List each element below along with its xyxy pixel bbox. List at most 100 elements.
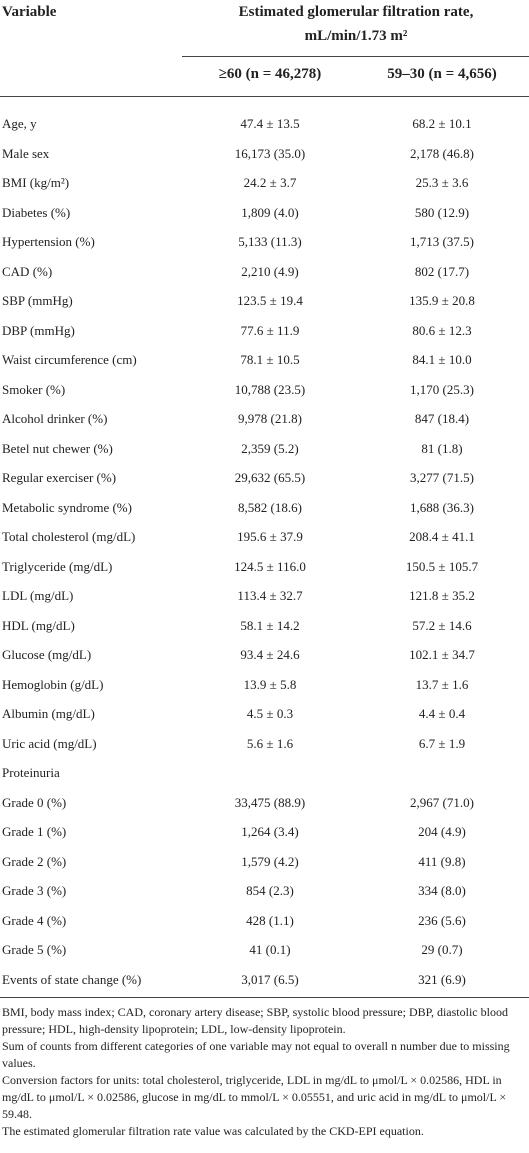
cell-value: 321 (6.9) (418, 971, 466, 987)
cell-value: 2,967 (71.0) (410, 794, 474, 810)
rule (182, 56, 529, 57)
cell-value: 411 (9.8) (418, 853, 466, 869)
cell-value: 10,788 (23.5) (234, 381, 306, 397)
cell-value: 47.4 ± 13.5 (240, 116, 300, 131)
cell-value: 29,632 (65.5) (234, 470, 306, 485)
row-label: Hemoglobin (g/dL) (2, 676, 104, 692)
cell-value: 3,277 (71.5) (410, 470, 474, 485)
cell-value: 78.1 ± 10.5 (240, 352, 300, 367)
cell-value: 4.5 ± 0.3 (246, 706, 294, 721)
cell-value: 135.9 ± 20.8 (409, 293, 475, 308)
cell-value: 77.6 ± 11.9 (240, 322, 300, 338)
footnote: The estimated glomerular filtration rate… (2, 1124, 424, 1138)
row-label: Grade 1 (%) (2, 824, 67, 839)
footnote: Sum of counts from different categories … (2, 1039, 510, 1070)
cell-value: 13.9 ± 5.8 (243, 676, 297, 692)
cell-value: 121.8 ± 35.2 (409, 588, 475, 603)
cell-value: 124.5 ± 116.0 (234, 558, 306, 574)
row-label: DBP (mmHg) (2, 322, 75, 338)
rule (0, 997, 529, 998)
row-label: Proteinuria (2, 765, 60, 780)
row-label: BMI (kg/m²) (2, 175, 70, 190)
cell-value: 102.1 ± 34.7 (409, 647, 475, 662)
cell-value: 80.6 ± 12.3 (412, 322, 472, 338)
cell-value: 84.1 ± 10.0 (412, 352, 472, 367)
header-variable: Variable (2, 4, 57, 20)
cell-value: 123.5 ± 19.4 (237, 293, 303, 308)
cell-value: 208.4 ± 41.1 (409, 529, 475, 544)
row-label: Total cholesterol (mg/dL) (2, 529, 136, 544)
row-label: Grade 5 (%) (2, 942, 67, 957)
row-label: Age, y (2, 116, 37, 131)
row-label: HDL (mg/dL) (2, 617, 75, 633)
row-label: Betel nut chewer (%) (2, 440, 113, 456)
cell-value: 6.7 ± 1.9 (418, 735, 466, 751)
cell-value: 334 (8.0) (418, 883, 466, 898)
footnote: BMI, body mass index; CAD, coronary arte… (2, 1005, 508, 1036)
cell-value: 57.2 ± 14.6 (412, 617, 472, 633)
cell-value: 1,713 (37.5) (410, 234, 474, 249)
cell-value: 9,978 (21.8) (238, 411, 302, 426)
cell-value: 16,173 (35.0) (234, 145, 306, 161)
column-header: ≥60 (n = 46,278) (218, 66, 322, 82)
footnote: Conversion factors for units: total chol… (2, 1073, 507, 1121)
cell-value: 1,170 (25.3) (410, 381, 474, 397)
cell-value: 41 (0.1) (249, 942, 291, 957)
header-group: mL/min/1.73 m² (304, 28, 408, 44)
cell-value: 2,210 (4.9) (241, 263, 299, 279)
cell-value: 58.1 ± 14.2 (240, 617, 300, 633)
cell-value: 4.4 ± 0.4 (418, 706, 466, 721)
cell-value: 854 (2.3) (246, 883, 294, 898)
row-label: Metabolic syndrome (%) (2, 499, 132, 515)
row-label: Alcohol drinker (%) (2, 411, 108, 426)
cell-value: 2,178 (46.8) (410, 145, 474, 161)
row-label: Hypertension (%) (2, 234, 95, 249)
cell-value: 580 (12.9) (414, 204, 470, 220)
cell-value: 24.2 ± 3.7 (243, 175, 297, 190)
row-label: Regular exerciser (%) (2, 470, 117, 485)
row-label: Triglyceride (mg/dL) (2, 558, 113, 574)
cell-value: 1,579 (4.2) (241, 853, 299, 869)
row-label: Grade 4 (%) (2, 912, 67, 928)
cell-value: 1,688 (36.3) (410, 499, 474, 515)
cell-value: 33,475 (88.9) (234, 794, 306, 810)
row-label: Smoker (%) (2, 381, 66, 397)
cell-value: 3,017 (6.5) (241, 971, 299, 987)
rule (0, 96, 529, 97)
row-label: Grade 3 (%) (2, 883, 67, 898)
row-label: Grade 0 (%) (2, 794, 67, 810)
column-header: 59–30 (n = 4,656) (387, 66, 497, 82)
cell-value: 2,359 (5.2) (241, 440, 299, 456)
cell-value: 113.4 ± 32.7 (237, 588, 303, 603)
row-label: Albumin (mg/dL) (2, 706, 95, 721)
cell-value: 81 (1.8) (421, 440, 463, 456)
cell-value: 5.6 ± 1.6 (246, 735, 294, 751)
footnotes: BMI, body mass index; CAD, coronary arte… (2, 1004, 526, 1140)
row-label: Events of state change (%) (2, 971, 142, 987)
row-label: Male sex (2, 145, 50, 161)
cell-value: 1,264 (3.4) (241, 824, 299, 839)
cell-value: 29 (0.7) (421, 942, 463, 957)
cell-value: 13.7 ± 1.6 (415, 676, 469, 692)
cell-value: 204 (4.9) (418, 824, 466, 839)
cell-value: 236 (5.6) (418, 912, 466, 928)
row-label: Uric acid (mg/dL) (2, 735, 97, 751)
header-group: Estimated glomerular filtration rate, (238, 4, 474, 20)
cell-value: 5,133 (11.3) (238, 234, 302, 249)
row-label: LDL (mg/dL) (2, 588, 74, 603)
row-label: SBP (mmHg) (2, 293, 73, 308)
cell-value: 68.2 ± 10.1 (412, 116, 472, 131)
cell-value: 93.4 ± 24.6 (240, 647, 300, 662)
cell-value: 8,582 (18.6) (238, 499, 302, 515)
cell-value: 150.5 ± 105.7 (405, 558, 479, 574)
row-label: CAD (%) (2, 263, 53, 279)
row-label: Waist circumference (cm) (2, 352, 137, 367)
cell-value: 847 (18.4) (414, 411, 470, 426)
cell-value: 1,809 (4.0) (241, 204, 299, 220)
row-label: Diabetes (%) (2, 204, 71, 220)
cell-value: 802 (17.7) (414, 263, 470, 279)
cell-value: 428 (1.1) (246, 912, 294, 928)
cell-value: 25.3 ± 3.6 (415, 175, 469, 190)
row-label: Grade 2 (%) (2, 853, 67, 869)
